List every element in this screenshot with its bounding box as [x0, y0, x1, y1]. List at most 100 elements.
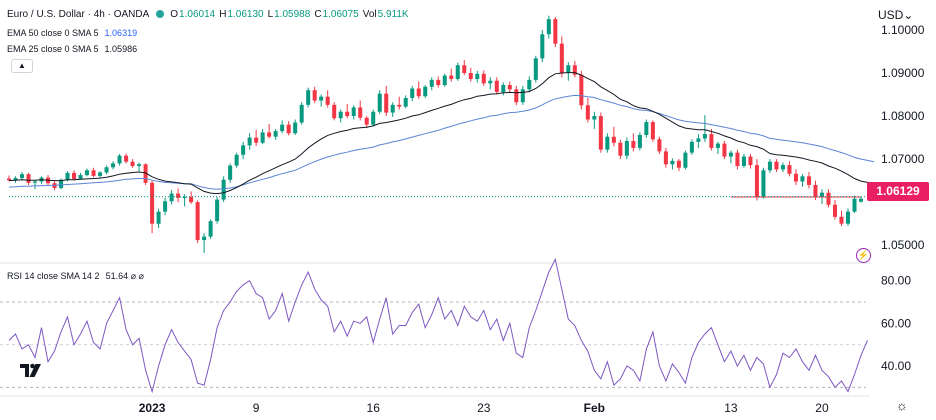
candle[interactable] [176, 193, 181, 198]
candle[interactable] [689, 141, 694, 153]
settings-icon[interactable]: ☼ [896, 398, 908, 413]
candle[interactable] [754, 165, 759, 198]
candle[interactable] [195, 202, 200, 241]
candle[interactable] [670, 160, 675, 165]
candle[interactable] [611, 136, 616, 143]
candle[interactable] [442, 75, 447, 86]
candle[interactable] [468, 72, 473, 80]
candle[interactable] [267, 132, 272, 137]
candle[interactable] [585, 105, 590, 120]
candle[interactable] [416, 88, 421, 97]
candle[interactable] [761, 170, 766, 198]
ema25-line[interactable] [8, 72, 875, 195]
candle[interactable] [189, 197, 194, 203]
ema50-legend[interactable]: EMA 50 close 0 SMA 5 1.06319 [7, 28, 137, 38]
candle[interactable] [390, 104, 395, 113]
candle[interactable] [182, 197, 187, 199]
candle[interactable] [533, 58, 538, 80]
candle[interactable] [722, 143, 727, 157]
candle[interactable] [85, 170, 90, 176]
candle[interactable] [637, 134, 642, 148]
candle[interactable] [403, 97, 408, 107]
candle[interactable] [124, 155, 129, 162]
candle[interactable] [650, 122, 655, 140]
candle[interactable] [449, 75, 454, 80]
symbol-title[interactable]: Euro / U.S. Dollar · 4h · OANDA [7, 9, 150, 20]
candle[interactable] [579, 74, 584, 106]
candle[interactable] [735, 152, 740, 166]
candle[interactable] [826, 192, 831, 205]
ema50-line[interactable] [8, 94, 875, 190]
candle[interactable] [208, 221, 213, 237]
candle[interactable] [540, 34, 545, 59]
candle[interactable] [6, 178, 12, 181]
rsi-legend[interactable]: RSI 14 close SMA 14 2 51.64 ⌀ ⌀ [7, 271, 144, 282]
candle[interactable] [481, 73, 486, 84]
candle[interactable] [143, 164, 148, 183]
candle[interactable] [780, 165, 785, 170]
candle[interactable] [397, 104, 402, 107]
candle[interactable] [78, 175, 83, 179]
candle[interactable] [631, 141, 636, 148]
candle[interactable] [728, 152, 733, 157]
candle[interactable] [683, 152, 688, 168]
candle[interactable] [137, 164, 142, 166]
bolt-icon[interactable]: ⚡ [856, 248, 871, 263]
candle[interactable] [514, 89, 519, 103]
candle[interactable] [358, 107, 363, 118]
candle[interactable] [423, 86, 428, 97]
candle[interactable] [527, 79, 532, 90]
candle[interactable] [215, 199, 220, 222]
currency-selector[interactable]: USD⌄ [878, 8, 913, 22]
candle[interactable] [325, 96, 330, 105]
candle[interactable] [839, 216, 844, 224]
ema25-legend[interactable]: EMA 25 close 0 SMA 5 1.05986 [7, 44, 137, 54]
candle[interactable] [247, 137, 252, 146]
candle[interactable] [852, 198, 857, 212]
candle[interactable] [715, 143, 720, 148]
candle[interactable] [793, 173, 798, 182]
candle[interactable] [91, 170, 96, 176]
tradingview-logo-icon[interactable] [19, 361, 43, 379]
candle[interactable] [819, 192, 824, 198]
candle[interactable] [280, 124, 285, 132]
candle[interactable] [787, 165, 792, 174]
candle[interactable] [65, 172, 70, 180]
candle[interactable] [501, 85, 506, 92]
candle[interactable] [572, 65, 577, 75]
candle[interactable] [832, 204, 838, 217]
candle[interactable] [767, 161, 772, 171]
candle[interactable] [286, 124, 291, 134]
candle[interactable] [592, 116, 597, 120]
candle[interactable] [696, 138, 701, 142]
candle[interactable] [624, 141, 629, 156]
candle[interactable] [163, 201, 168, 212]
candle[interactable] [858, 198, 864, 202]
candle[interactable] [228, 165, 233, 180]
candle[interactable] [813, 184, 818, 198]
candle[interactable] [436, 79, 441, 86]
rsi-line[interactable] [8, 257, 868, 394]
candle[interactable] [273, 131, 278, 137]
candle[interactable] [130, 161, 135, 166]
candle[interactable] [566, 65, 571, 73]
candle[interactable] [117, 155, 122, 164]
candle[interactable] [338, 111, 343, 119]
candle[interactable] [306, 90, 311, 105]
candle[interactable] [644, 122, 649, 135]
price-pane[interactable] [6, 15, 875, 253]
candle[interactable] [59, 179, 64, 188]
candle[interactable] [676, 160, 681, 168]
rsi-pane[interactable] [0, 257, 868, 394]
candle[interactable] [845, 211, 851, 224]
candle[interactable] [598, 116, 603, 150]
candle[interactable] [19, 174, 25, 179]
collapse-indicators-button[interactable]: ▲ [11, 59, 33, 73]
candle[interactable] [806, 176, 811, 185]
candle[interactable] [741, 156, 746, 166]
candle[interactable] [410, 88, 415, 98]
candle[interactable] [202, 236, 207, 241]
candle[interactable] [605, 136, 610, 150]
candle[interactable] [488, 80, 493, 84]
candle[interactable] [150, 182, 155, 224]
